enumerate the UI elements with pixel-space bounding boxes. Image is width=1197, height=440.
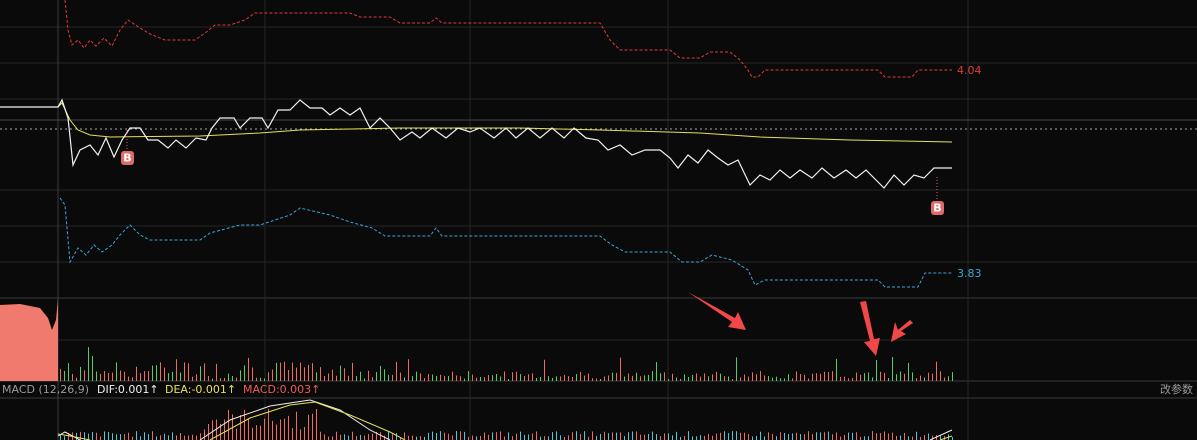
price-line (0, 98, 952, 189)
upper-band (64, 0, 952, 78)
signal-label: B (123, 152, 131, 165)
lower-band (59, 197, 952, 288)
dea-value: DEA:-0.001↑ (165, 383, 236, 396)
dea-line (57, 401, 953, 440)
macd-name: MACD (12,26,9) (2, 383, 89, 396)
lower-band-label: 3.83 (957, 267, 982, 280)
macd-value: MACD:0.003↑ (243, 383, 320, 396)
upper-band-label: 4.04 (957, 64, 982, 77)
buy-signal: B (931, 177, 944, 215)
macd-bars (60, 408, 953, 440)
pre-market-volume (0, 298, 58, 381)
signal-label: B (933, 202, 941, 215)
buy-signal: B (121, 130, 134, 165)
dif-value: DIF:0.001↑ (97, 383, 159, 396)
settings-button[interactable]: 改参数 (1160, 382, 1193, 396)
volume-bars (60, 347, 953, 381)
macd-header: MACD (12,26,9) DIF:0.001↑ DEA:-0.001↑ MA… (2, 382, 1193, 396)
annotation-arrows (688, 292, 913, 356)
